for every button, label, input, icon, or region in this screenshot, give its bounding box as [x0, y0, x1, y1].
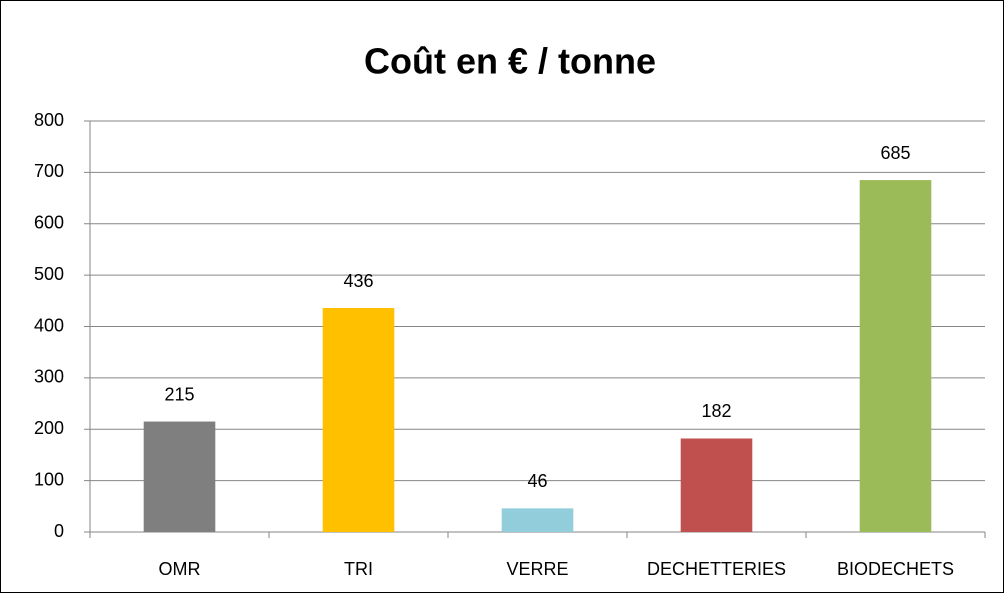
y-tick-label: 200 — [34, 418, 64, 438]
y-tick-label: 300 — [34, 367, 64, 387]
bar — [859, 180, 932, 533]
data-label: 436 — [343, 271, 373, 291]
data-label: 46 — [527, 471, 547, 491]
x-tick-label: TRI — [344, 559, 373, 579]
y-tick-label: 0 — [54, 521, 64, 541]
x-tick-label: BIODECHETS — [837, 559, 954, 579]
y-tick-label: 600 — [34, 213, 64, 233]
bar — [322, 308, 395, 532]
data-label: 215 — [164, 384, 194, 404]
data-label: 685 — [880, 143, 910, 163]
bar — [501, 508, 574, 532]
bar — [143, 421, 216, 532]
x-tick-label: VERRE — [506, 559, 568, 579]
x-tick-label: DECHETTERIES — [647, 559, 786, 579]
y-tick-label: 100 — [34, 469, 64, 489]
y-tick-label: 800 — [34, 110, 64, 130]
data-label: 182 — [701, 401, 731, 421]
x-tick-label: OMR — [159, 559, 201, 579]
y-tick-label: 400 — [34, 315, 64, 335]
y-tick-label: 500 — [34, 264, 64, 284]
chart-title: Coût en € / tonne — [364, 41, 656, 82]
y-tick-label: 700 — [34, 161, 64, 181]
bar — [680, 438, 753, 532]
